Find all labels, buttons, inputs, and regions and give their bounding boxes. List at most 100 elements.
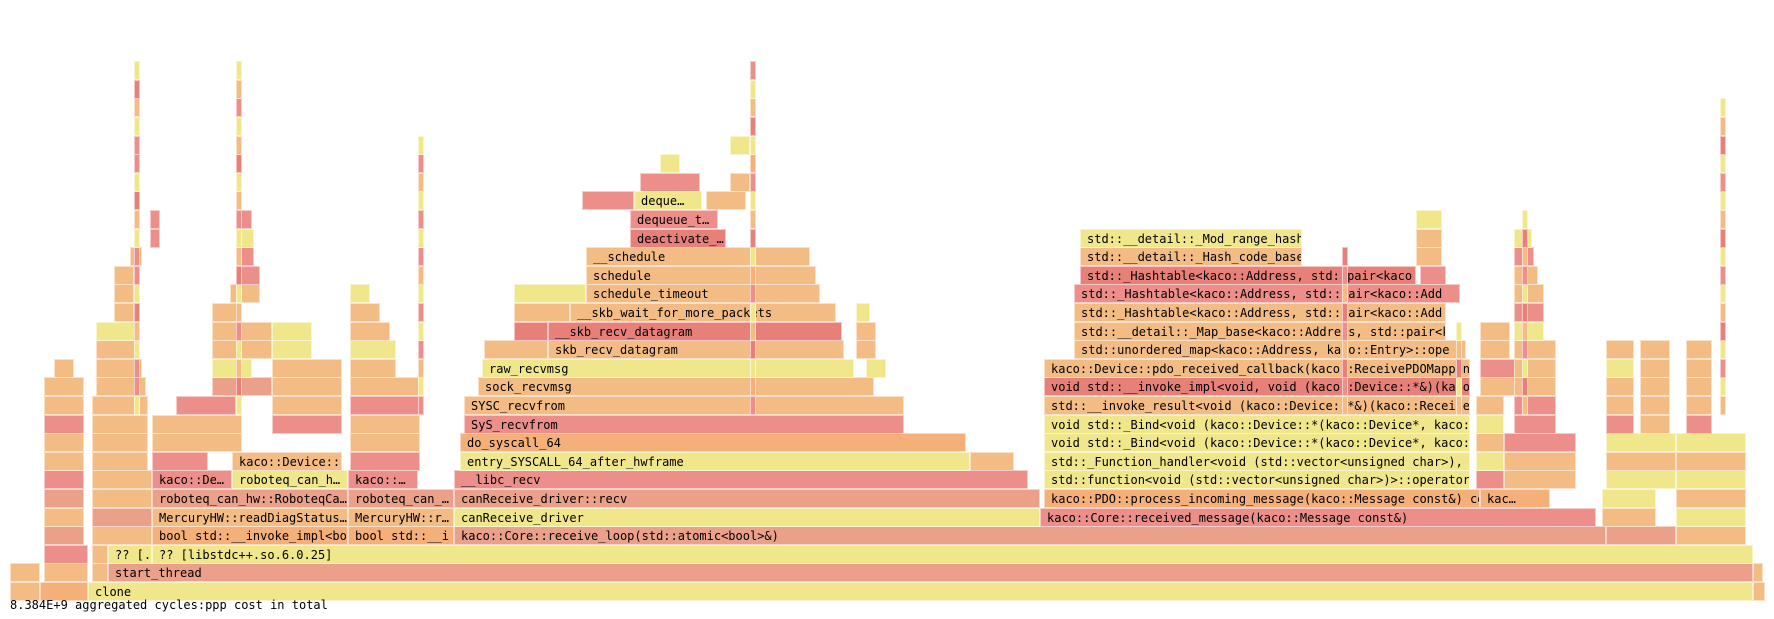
stack-frame[interactable] bbox=[152, 433, 242, 453]
stack-frame[interactable] bbox=[1720, 191, 1726, 211]
stack-frame[interactable] bbox=[236, 135, 242, 155]
frame-hashtable-1[interactable]: std::_Hashtable<kaco::Address, std::pair… bbox=[1074, 303, 1446, 322]
stack-frame[interactable] bbox=[44, 451, 84, 471]
frame-invoke-impl-bo[interactable]: bool std::__invoke_impl<bo bbox=[152, 526, 348, 546]
stack-frame[interactable] bbox=[134, 135, 140, 155]
stack-frame[interactable] bbox=[1720, 284, 1726, 304]
stack-frame[interactable] bbox=[1606, 414, 1634, 434]
frame-canreceive-driver-recv[interactable]: canReceive_driver::recv bbox=[454, 489, 1040, 508]
frame-kaco-short[interactable]: kaco::… bbox=[348, 470, 418, 490]
stack-frame[interactable] bbox=[1720, 265, 1726, 285]
stack-frame[interactable] bbox=[1522, 358, 1528, 378]
stack-frame[interactable] bbox=[350, 433, 420, 453]
frame-deactivate[interactable]: deactivate_… bbox=[630, 228, 726, 248]
stack-frame[interactable] bbox=[866, 358, 886, 378]
stack-frame[interactable] bbox=[1342, 321, 1348, 341]
stack-frame[interactable] bbox=[1522, 321, 1528, 341]
stack-frame[interactable] bbox=[236, 358, 242, 378]
frame-pdo-process-incoming[interactable]: kaco::PDO::process_incoming_message(kaco… bbox=[1044, 489, 1480, 508]
stack-frame[interactable] bbox=[514, 303, 570, 322]
frame-schedule-timeout[interactable]: schedule_timeout bbox=[586, 284, 820, 304]
stack-frame[interactable] bbox=[134, 358, 140, 378]
stack-frame[interactable] bbox=[1522, 396, 1528, 415]
stack-frame[interactable] bbox=[350, 414, 420, 434]
stack-frame[interactable] bbox=[1456, 358, 1462, 378]
stack-frame[interactable] bbox=[10, 582, 40, 601]
stack-frame[interactable] bbox=[1676, 489, 1746, 508]
stack-frame[interactable] bbox=[152, 414, 242, 434]
stack-frame[interactable] bbox=[418, 228, 424, 248]
stack-frame[interactable] bbox=[1522, 377, 1528, 397]
stack-frame[interactable] bbox=[1606, 433, 1676, 453]
frame-do-syscall[interactable]: do_syscall_64 bbox=[460, 433, 966, 453]
stack-frame[interactable] bbox=[418, 396, 424, 415]
stack-frame[interactable] bbox=[44, 414, 84, 434]
frame-core-received-message[interactable]: kaco::Core::received_message(kaco::Messa… bbox=[1040, 507, 1596, 527]
stack-frame[interactable] bbox=[750, 228, 756, 248]
stack-frame[interactable] bbox=[236, 321, 242, 341]
stack-frame[interactable] bbox=[1606, 377, 1634, 397]
stack-frame[interactable] bbox=[92, 451, 148, 471]
stack-frame[interactable] bbox=[240, 265, 260, 285]
frame-kac-short[interactable]: kac… bbox=[1480, 489, 1550, 508]
stack-frame[interactable] bbox=[1456, 377, 1462, 397]
stack-frame[interactable] bbox=[236, 228, 242, 248]
stack-frame[interactable] bbox=[1676, 451, 1746, 471]
stack-frame[interactable] bbox=[1676, 433, 1746, 453]
stack-frame[interactable] bbox=[1514, 321, 1544, 341]
frame-std-function-operator[interactable]: std::function<void (std::vector<unsigned… bbox=[1044, 470, 1470, 490]
stack-frame[interactable] bbox=[134, 247, 140, 267]
stack-frame[interactable] bbox=[418, 377, 424, 397]
stack-frame[interactable] bbox=[1456, 340, 1462, 360]
stack-frame[interactable] bbox=[1640, 377, 1670, 397]
stack-frame[interactable] bbox=[92, 414, 148, 434]
frame-roboteq-can-hw-roboteqca[interactable]: roboteq_can_hw::RoboteqCa… bbox=[152, 489, 348, 508]
stack-frame[interactable] bbox=[350, 451, 420, 471]
stack-frame[interactable] bbox=[418, 358, 424, 378]
stack-frame[interactable] bbox=[1480, 358, 1516, 378]
stack-frame[interactable] bbox=[1606, 470, 1676, 490]
stack-frame[interactable] bbox=[514, 321, 548, 341]
frame-function-handler[interactable]: std::_Function_handler<void (std::vector… bbox=[1044, 451, 1470, 471]
stack-frame[interactable] bbox=[134, 61, 140, 81]
stack-frame[interactable] bbox=[1342, 377, 1348, 397]
stack-frame[interactable] bbox=[1514, 303, 1544, 322]
stack-frame[interactable] bbox=[1606, 526, 1676, 546]
frame-start-thread[interactable]: start_thread bbox=[108, 563, 1753, 583]
frame-kaco-de[interactable]: kaco::De… bbox=[152, 470, 232, 490]
stack-frame[interactable] bbox=[134, 377, 140, 397]
stack-frame[interactable] bbox=[212, 340, 272, 360]
stack-frame[interactable] bbox=[418, 172, 424, 192]
stack-frame[interactable] bbox=[236, 79, 242, 99]
stack-frame[interactable] bbox=[418, 284, 424, 304]
stack-frame[interactable] bbox=[134, 284, 140, 304]
frame-sys-recvfrom[interactable]: SyS_recvfrom bbox=[464, 414, 904, 434]
stack-frame[interactable] bbox=[750, 340, 756, 360]
stack-frame[interactable] bbox=[114, 303, 134, 322]
stack-frame[interactable] bbox=[236, 377, 242, 397]
stack-frame[interactable] bbox=[750, 210, 756, 229]
stack-frame[interactable] bbox=[418, 210, 424, 229]
frame-hashtable-3[interactable]: std::_Hashtable<kaco::Address, std::pair… bbox=[1080, 265, 1416, 285]
stack-frame[interactable] bbox=[350, 284, 370, 304]
stack-frame[interactable] bbox=[240, 228, 254, 248]
stack-frame[interactable] bbox=[1522, 284, 1528, 304]
stack-frame[interactable] bbox=[92, 433, 148, 453]
stack-frame[interactable] bbox=[856, 321, 876, 341]
stack-frame[interactable] bbox=[418, 247, 424, 267]
stack-frame[interactable] bbox=[230, 284, 260, 304]
stack-frame[interactable] bbox=[1514, 358, 1556, 378]
stack-frame[interactable] bbox=[92, 563, 108, 583]
stack-frame[interactable] bbox=[150, 210, 160, 229]
stack-frame[interactable] bbox=[1606, 340, 1634, 360]
stack-frame[interactable] bbox=[212, 358, 252, 378]
stack-frame[interactable] bbox=[750, 61, 756, 81]
frame-invoke-impl-i[interactable]: bool std::__i bbox=[348, 526, 454, 546]
stack-frame[interactable] bbox=[236, 61, 242, 81]
stack-frame[interactable] bbox=[1480, 321, 1510, 341]
stack-frame[interactable] bbox=[730, 135, 750, 155]
stack-frame[interactable] bbox=[514, 284, 586, 304]
frame-schedule[interactable]: schedule bbox=[586, 265, 816, 285]
stack-frame[interactable] bbox=[236, 172, 242, 192]
frame-roboteq-can-short[interactable]: roboteq_can_… bbox=[348, 489, 454, 508]
